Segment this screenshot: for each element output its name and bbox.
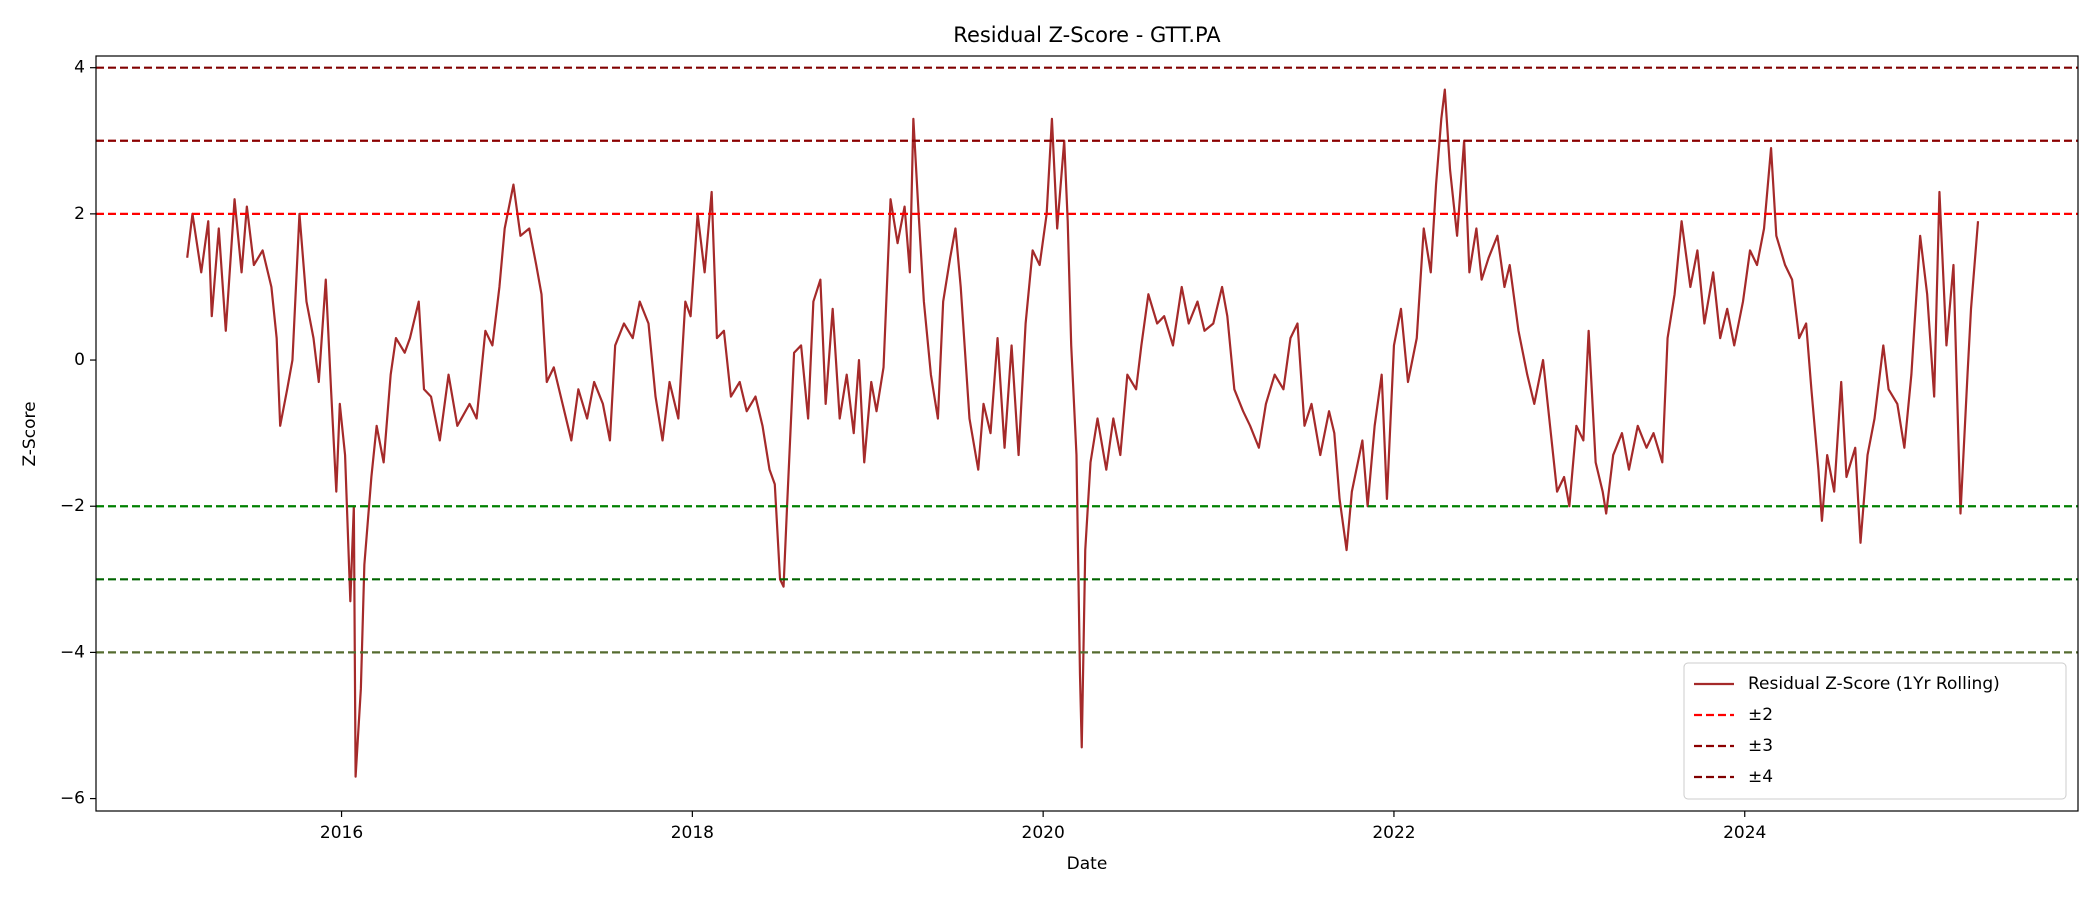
x-axis-label: Date: [1067, 854, 1108, 874]
legend-label: ±4: [1748, 767, 1773, 787]
x-tick-label: 2020: [1022, 823, 1065, 843]
x-tick-label: 2016: [320, 823, 363, 843]
chart-title: Residual Z-Score - GTT.PA: [953, 23, 1221, 47]
legend-label: Residual Z-Score (1Yr Rolling): [1748, 674, 2000, 694]
y-tick-label: 0: [74, 350, 85, 370]
y-axis-label: Z-Score: [20, 401, 40, 466]
x-tick-label: 2022: [1372, 823, 1415, 843]
y-tick-label: −2: [60, 496, 85, 516]
legend-box: [1683, 662, 2067, 800]
y-tick-label: −6: [60, 789, 85, 809]
legend-label: ±3: [1748, 736, 1773, 756]
y-tick-label: −4: [60, 642, 85, 662]
plot-frame: [95, 55, 2079, 812]
x-tick-label: 2018: [671, 823, 714, 843]
y-tick-label: 2: [74, 204, 85, 224]
legend-label: ±2: [1748, 705, 1773, 725]
x-tick-label: 2024: [1723, 823, 1766, 843]
data-line: [186, 88, 1980, 778]
y-tick-label: 4: [74, 58, 85, 78]
